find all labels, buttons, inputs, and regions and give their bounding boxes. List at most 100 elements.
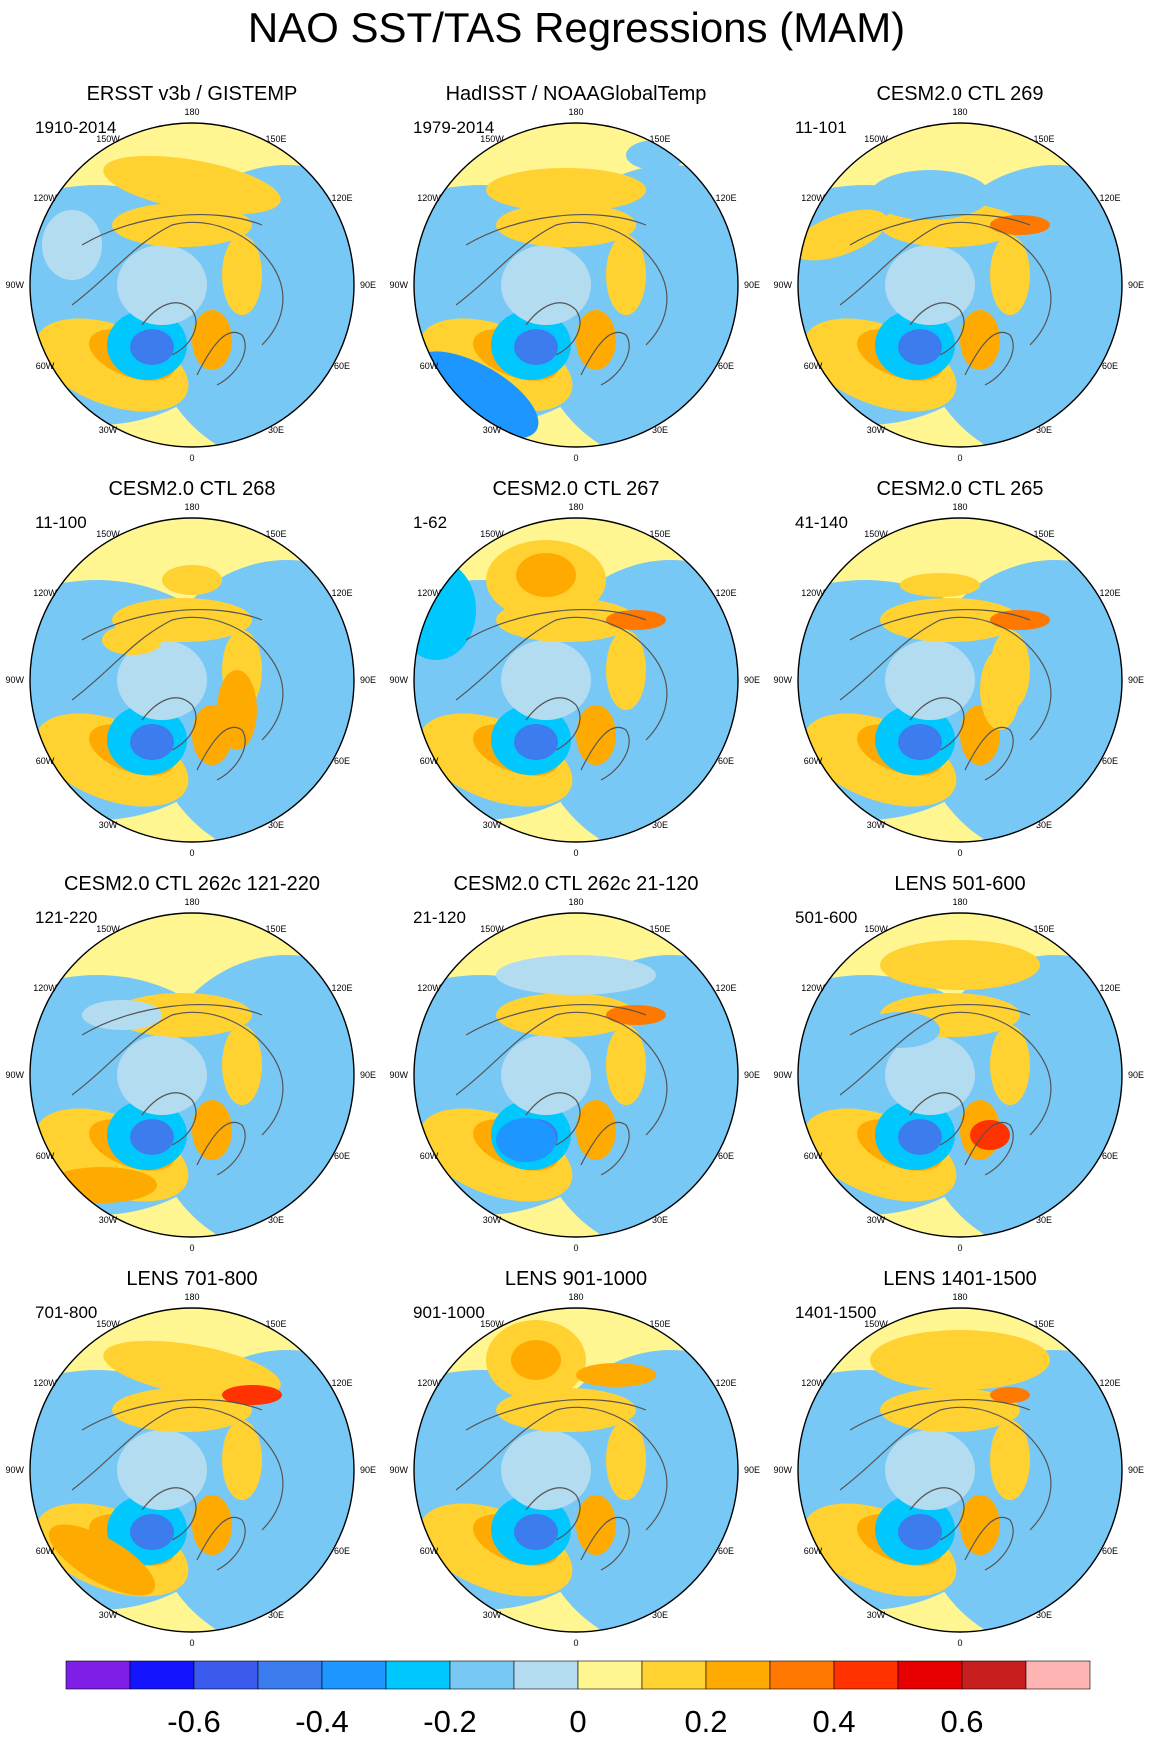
longitude-label: 30E xyxy=(268,1610,284,1620)
coastline xyxy=(141,302,197,356)
longitude-label: 120W xyxy=(801,193,825,203)
longitude-label: 30W xyxy=(867,1610,886,1620)
anomaly-contour xyxy=(576,310,616,370)
panel-period: 121-220 xyxy=(35,908,98,927)
longitude-label: 150E xyxy=(1033,134,1054,144)
anomaly-contour xyxy=(516,553,576,597)
longitude-label: 0 xyxy=(573,848,578,858)
panel-period: 41-140 xyxy=(795,513,848,532)
longitude-label: 180 xyxy=(568,897,583,907)
anomaly-contour xyxy=(514,329,558,365)
longitude-label: 90E xyxy=(1128,675,1144,685)
coastline xyxy=(964,331,1014,386)
coastline xyxy=(849,1003,1031,1036)
longitude-label: 180 xyxy=(952,502,967,512)
anomaly-contour xyxy=(514,1514,558,1550)
map-panel: 180 150W 150E 120W 120E 90W 90E 60W 60E 30W 30E 0 CE… xyxy=(384,465,768,861)
longitude-label: 0 xyxy=(957,1638,962,1648)
longitude-label: 180 xyxy=(952,1292,967,1302)
polar-map: 180 150W 150E 120W 120E 90W 90E 60W 60E 30W 30E 0 xyxy=(773,1292,1144,1648)
anomaly-contour xyxy=(222,1385,282,1405)
coastline xyxy=(196,726,246,781)
anomaly-contour xyxy=(960,1495,1000,1555)
polar-map: 180 150W 150E 120W 120E 90W 90E 60W 60E 30W 30E 0 xyxy=(5,107,376,463)
longitude-label: 150W xyxy=(480,529,504,539)
anomaly-contour xyxy=(103,1340,281,1400)
anomaly-contour xyxy=(192,310,232,370)
colorbar: -0.6 -0.4 -0.2 0 0.2 0.4 0.6 xyxy=(65,1660,1091,1739)
longitude-label: 90E xyxy=(360,1465,376,1475)
longitude-label: 0 xyxy=(573,1638,578,1648)
map-panel: 180 150W 150E 120W 120E 90W 90E 60W 60E 30W 30E 0 LE… xyxy=(768,1255,1152,1651)
anomaly-contour xyxy=(870,1330,1050,1390)
anomaly-contour xyxy=(48,1524,156,1596)
longitude-label: 60E xyxy=(718,756,734,766)
colorbar-swatch xyxy=(1025,1660,1091,1690)
longitude-label: 60E xyxy=(1102,756,1118,766)
anomaly-contour xyxy=(606,630,646,710)
longitude-label: 120W xyxy=(417,1378,441,1388)
longitude-label: 120W xyxy=(801,1378,825,1388)
coastline xyxy=(71,616,284,741)
coastline xyxy=(465,1398,647,1431)
anomaly-contour xyxy=(192,1100,232,1160)
longitude-label: 120E xyxy=(1099,1378,1120,1388)
coastline xyxy=(909,302,965,356)
panel-period: 1910-2014 xyxy=(35,118,117,137)
longitude-label: 0 xyxy=(189,453,194,463)
anomaly-contour xyxy=(900,573,980,597)
polar-map: 180 150W 150E 120W 120E 90W 90E 60W 60E 30W 30E 0 xyxy=(389,107,760,463)
longitude-label: 90W xyxy=(5,675,24,685)
longitude-label: 0 xyxy=(957,848,962,858)
map-panel-grid: 180 150W 150E 120W 120E 90W 90E 60W 60E 30W 30E 0 ER… xyxy=(0,70,1153,1655)
anomaly-contour xyxy=(130,329,174,365)
longitude-label: 150W xyxy=(480,924,504,934)
map-boundary xyxy=(797,122,1123,448)
longitude-label: 60W xyxy=(36,1151,55,1161)
anomaly-contour xyxy=(880,1388,1020,1432)
longitude-label: 150W xyxy=(480,134,504,144)
longitude-label: 30E xyxy=(1036,1610,1052,1620)
longitude-label: 30W xyxy=(867,820,886,830)
panel-period: 11-100 xyxy=(35,513,87,532)
anomaly-contour xyxy=(217,670,257,750)
longitude-label: 60W xyxy=(804,756,823,766)
anomaly-contour xyxy=(960,310,1000,370)
coastline xyxy=(964,726,1014,781)
colorbar-tick-label: -0.2 xyxy=(423,1704,476,1739)
coastline xyxy=(849,608,1031,641)
panel-title: CESM2.0 CTL 265 xyxy=(876,478,1044,500)
panel-period: 1979-2014 xyxy=(413,118,495,137)
colorbar-tick-label: -0.6 xyxy=(167,1704,220,1739)
coastline xyxy=(580,726,630,781)
longitude-label: 90E xyxy=(1128,280,1144,290)
map-panel: 180 150W 150E 120W 120E 90W 90E 60W 60E 30W 30E 0 LE… xyxy=(384,1255,768,1651)
longitude-label: 150E xyxy=(649,924,670,934)
anomaly-contour xyxy=(496,993,636,1037)
longitude-label: 90E xyxy=(1128,1465,1144,1475)
longitude-label: 60W xyxy=(420,1151,439,1161)
longitude-label: 60W xyxy=(36,1546,55,1556)
longitude-label: 120E xyxy=(715,1378,736,1388)
anomaly-contour xyxy=(606,610,666,630)
longitude-label: 60E xyxy=(1102,1151,1118,1161)
coastline xyxy=(196,331,246,386)
anomaly-contour xyxy=(576,1100,616,1160)
coastline xyxy=(141,1092,197,1146)
longitude-label: 120W xyxy=(801,983,825,993)
longitude-label: 180 xyxy=(568,502,583,512)
polar-map: 180 150W 150E 120W 120E 90W 90E 60W 60E 30W 30E 0 xyxy=(5,897,376,1253)
longitude-label: 150W xyxy=(864,134,888,144)
map-panel: 180 150W 150E 120W 120E 90W 90E 60W 60E 30W 30E 0 LE… xyxy=(768,860,1152,1256)
coastline xyxy=(839,1406,1052,1531)
anomaly-contour xyxy=(880,940,1040,990)
anomaly-contour xyxy=(414,560,476,660)
longitude-label: 60E xyxy=(1102,361,1118,371)
longitude-label: 180 xyxy=(568,107,583,117)
longitude-label: 120E xyxy=(331,588,352,598)
longitude-label: 60E xyxy=(718,361,734,371)
coastline xyxy=(964,1121,1014,1176)
map-panel: 180 150W 150E 120W 120E 90W 90E 60W 60E 30W 30E 0 LE… xyxy=(0,1255,384,1651)
longitude-label: 90E xyxy=(360,280,376,290)
longitude-label: 90W xyxy=(773,1465,792,1475)
